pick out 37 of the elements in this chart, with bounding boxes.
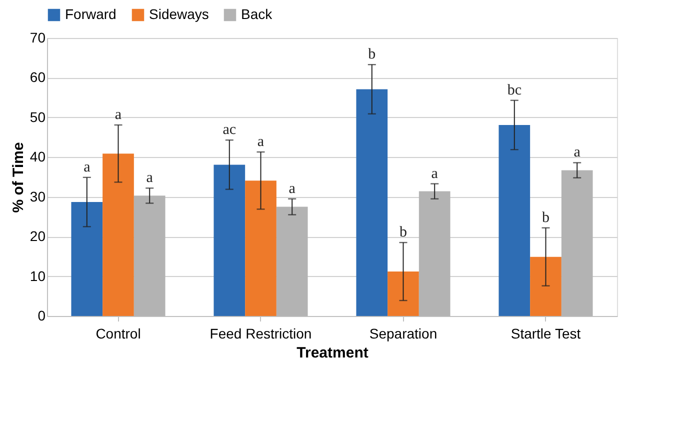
annotation: a [431,166,438,182]
y-tick-label: 30 [30,188,46,204]
annotation: b [368,46,376,63]
y-tick-label: 70 [30,30,46,46]
y-axis-title: % of Time [10,142,27,213]
bar [71,202,103,316]
y-tick-label: 20 [30,228,46,244]
annotation: b [400,224,407,241]
bar [214,164,246,316]
annotation: a [257,134,264,150]
x-tick-label: Control [96,326,141,342]
legend-label: Sideways [149,6,209,22]
legend-label: Forward [65,6,116,22]
y-tick-label: 40 [30,148,46,165]
annotation: a [288,180,296,197]
y-tick-label: 0 [38,308,46,324]
annotation: a [574,144,581,161]
annotation: bc [507,82,522,98]
bar [498,124,530,316]
x-tick-label: Separation [369,326,438,342]
bar [102,154,134,316]
annotation: a [114,106,122,123]
x-tick-label: Feed Restriction [210,326,312,342]
legend-label: Back [241,6,274,22]
bar [245,180,276,316]
bar [530,256,562,316]
annotation: a [146,170,154,186]
y-tick-label: 50 [30,108,46,125]
y-tick-label: 60 [30,69,46,86]
bar [388,272,419,316]
x-axis-title: Treatment [296,344,368,362]
annotation: b [542,210,550,226]
y-tick-label: 10 [30,268,46,284]
annotation: ac [222,122,236,138]
annotation: a [84,159,91,176]
bar [356,89,388,316]
x-tick-label: Startle Test [510,326,581,342]
